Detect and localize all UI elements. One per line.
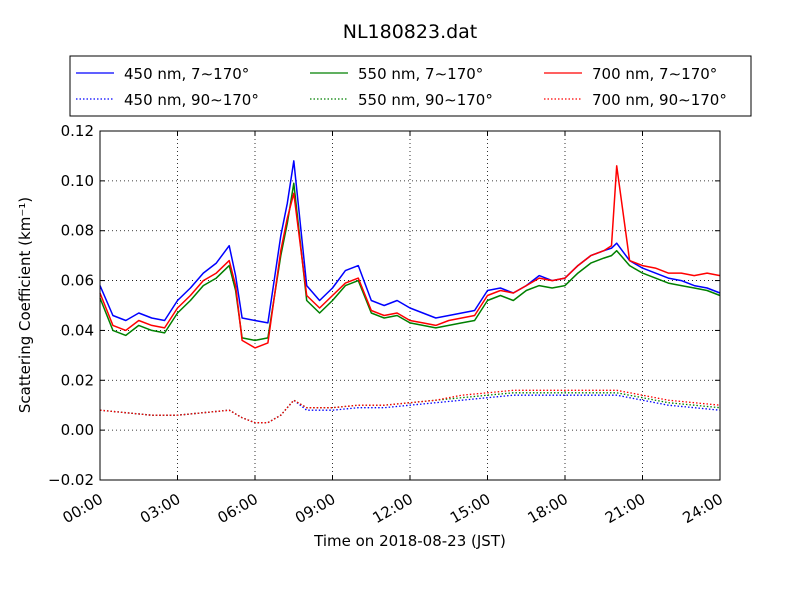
series-layer [99, 160, 721, 424]
y-tick-label: 0.10 [61, 172, 94, 190]
y-tick-label: 0.12 [61, 122, 94, 140]
x-axis-label: Time on 2018-08-23 (JST) [313, 532, 506, 550]
series-line-2 [99, 165, 721, 349]
y-tick-label: 0.02 [61, 371, 94, 389]
legend-label-5: 700 nm, 90∼170° [592, 91, 727, 109]
series-line-1 [99, 182, 721, 342]
y-tick-label: 0.00 [61, 421, 94, 439]
legend-box [69, 55, 752, 117]
y-tick-label: 0.08 [61, 222, 94, 240]
legend-label-0: 450 nm, 7∼170° [124, 65, 249, 83]
legend-label-4: 550 nm, 90∼170° [358, 91, 493, 109]
legend-label-1: 550 nm, 7∼170° [358, 65, 483, 83]
y-axis-label: Scattering Coefficient (km⁻¹) [16, 197, 34, 413]
y-tick-label: 0.04 [61, 321, 94, 339]
grid-lines [100, 131, 720, 480]
legend-label-2: 700 nm, 7∼170° [592, 65, 717, 83]
series-line-0 [99, 160, 721, 324]
chart-title: NL180823.dat [343, 21, 478, 43]
axis-ticks [99, 130, 721, 481]
legend: 450 nm, 7∼170° 550 nm, 7∼170° 700 nm, 7∼17… [69, 55, 752, 117]
y-tick-label: 0.06 [61, 272, 94, 290]
y-tick-label: −0.02 [48, 471, 94, 489]
series-line-5 [99, 389, 721, 424]
legend-label-3: 450 nm, 90∼170° [124, 91, 259, 109]
